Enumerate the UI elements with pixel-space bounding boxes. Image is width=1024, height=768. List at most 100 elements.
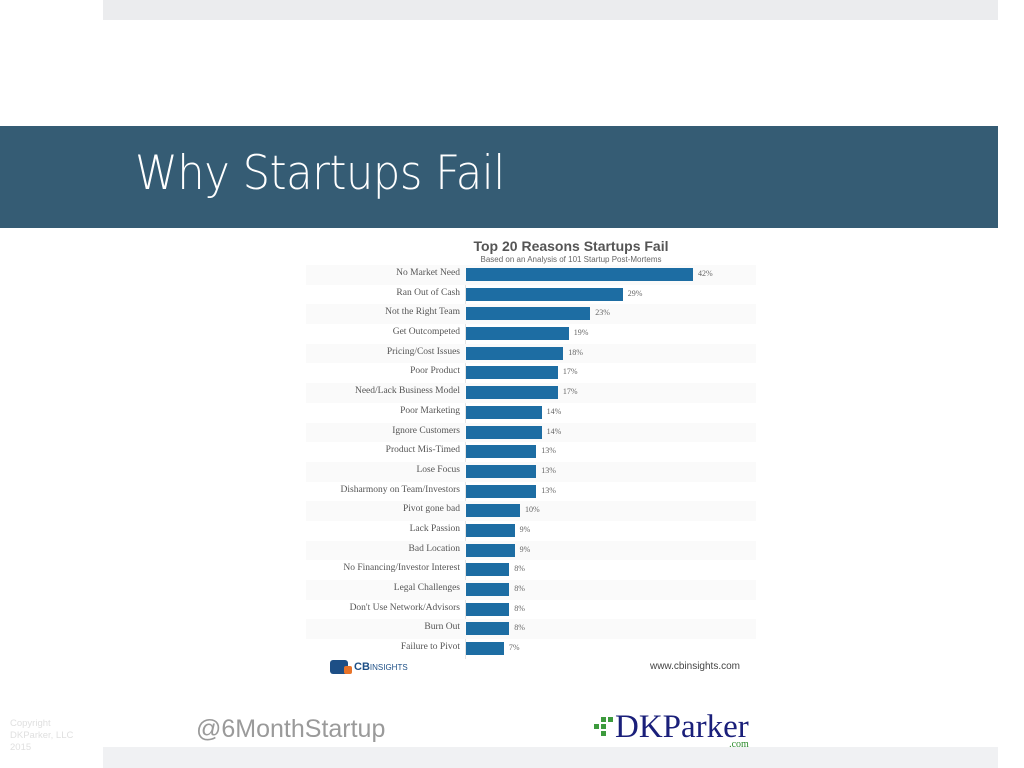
bar (466, 523, 515, 537)
copyright-line: DKParker, LLC (10, 730, 74, 741)
chart-row: Get Outcompeted 19% (306, 324, 756, 344)
chart-subtitle: Based on an Analysis of 101 Startup Post… (480, 255, 662, 264)
bar (466, 445, 537, 459)
bar (466, 366, 558, 380)
bar (466, 307, 591, 321)
bar (466, 327, 569, 341)
bottom-decorative-bar (103, 747, 998, 768)
bar-value: 14% (546, 426, 562, 436)
bar-label: Pivot gone bad (403, 504, 460, 515)
bar-label: Burn Out (424, 622, 460, 633)
bar (466, 425, 542, 439)
chart-row: Lack Passion 9% (306, 521, 756, 541)
cb-insights-logo-text: CBINSIGHTS (354, 661, 408, 673)
bar (466, 563, 510, 577)
bar-label: Legal Challenges (393, 583, 460, 593)
dkparker-dots-icon (594, 717, 613, 736)
bar (466, 602, 510, 616)
bar-label: Ran Out of Cash (396, 287, 460, 298)
bar-label: Disharmony on Team/Investors (340, 484, 460, 495)
chart-row: Burn Out 8% (306, 619, 756, 640)
twitter-handle: @6MonthStartup (196, 715, 386, 743)
bar-label: Not the Right Team (385, 307, 460, 318)
bar-value: 42% (698, 269, 713, 278)
bar-label: Bad Location (408, 543, 460, 554)
bar-value: 18% (568, 347, 583, 357)
dkparker-logo-suffix: .com (729, 739, 749, 750)
chart-row: Product Mis-Timed 13% (306, 442, 756, 462)
chart-row: Need/Lack Business Model 17% (306, 383, 756, 403)
bar-value: 9% (519, 544, 531, 554)
bar-value: 8% (514, 603, 525, 613)
bar (466, 386, 558, 400)
bar-value: 23% (595, 308, 610, 318)
bar-label: Product Mis-Timed (385, 445, 460, 456)
chart-row: Disharmony on Team/Investors 13% (306, 482, 756, 502)
chart-row: Bad Location 9% (306, 540, 756, 561)
bar (466, 622, 510, 636)
bar-label: Poor Product (410, 366, 460, 377)
source-url: www.cbinsights.com (649, 661, 740, 672)
chart-row: Don't Use Network/Advisors 8% (306, 600, 756, 620)
bar-value: 29% (627, 288, 643, 298)
bar-label: Need/Lack Business Model (354, 386, 460, 397)
slide-title: Why Startups Fail (135, 146, 505, 201)
bar-label: Lose Focus (416, 464, 460, 475)
chart-row: Pricing/Cost Issues 18% (306, 343, 756, 364)
bar-label: Pricing/Cost Issues (386, 346, 460, 357)
bar (466, 287, 623, 301)
chart-row: Legal Challenges 8% (306, 580, 756, 600)
bar-value: 9% (519, 524, 531, 534)
bar-value: 17% (562, 367, 578, 377)
bar-label: Get Outcompeted (392, 327, 460, 338)
copyright-notice: Copyright DKParker, LLC 2015 (10, 718, 73, 754)
bar-label: Poor Marketing (400, 405, 460, 416)
bar (466, 405, 542, 419)
bar-value: 10% (525, 505, 540, 515)
chart-row: Ran Out of Cash 29% (306, 285, 756, 305)
bar-chart: Top 20 Reasons Startups Fail Based on an… (306, 234, 756, 684)
top-decorative-bar (103, 0, 998, 20)
bar (466, 583, 510, 596)
chart-row: No Market Need 42% (306, 265, 756, 285)
bar (466, 543, 515, 557)
chart-row: Pivot gone bad 10% (306, 501, 756, 521)
bar-value: 19% (573, 328, 589, 338)
bar (466, 268, 693, 281)
chart-row: Poor Marketing 14% (306, 403, 756, 423)
copyright-line: Copyright (10, 718, 51, 729)
bar-value: 17% (562, 387, 578, 397)
bar-value: 8% (514, 623, 525, 633)
bar (466, 464, 537, 478)
chart-row: Poor Product 17% (306, 363, 756, 383)
bar (466, 346, 564, 360)
cb-insights-logo-icon (330, 660, 352, 674)
bar-value: 7% (508, 643, 520, 653)
dkparker-logo-text: DKParker .com (615, 709, 749, 750)
bar-value: 8% (514, 564, 525, 574)
bar-label: Don't Use Network/Advisors (349, 602, 460, 613)
chart-row: Ignore Customers 14% (306, 422, 756, 443)
chart-row: No Financing/Investor Interest 8% (306, 560, 756, 580)
chart-row: Not the Right Team 23% (306, 304, 756, 325)
bar-value: 13% (541, 465, 556, 475)
chart-row: Lose Focus 13% (306, 461, 756, 482)
copyright-line: 2015 (10, 742, 32, 753)
bar (466, 642, 504, 656)
chart-row: Failure to Pivot 7% (306, 639, 756, 659)
cb-insights-logo: CBINSIGHTS (330, 660, 408, 674)
chart-rows: No Market Need 42% Ran Out of Cash 29% Not t… (306, 265, 756, 659)
dkparker-logo: DKParker .com (594, 709, 749, 750)
bar-label: No Financing/Investor Interest (343, 563, 460, 574)
bar-value: 8% (514, 584, 525, 593)
bar-value: 13% (541, 485, 556, 495)
bar-label: No Market Need (396, 268, 460, 278)
bar-value: 13% (541, 446, 556, 456)
bar-value: 14% (546, 406, 562, 416)
bar-label: Lack Passion (409, 523, 460, 534)
title-band: Why Startups Fail (0, 126, 998, 228)
bar (466, 484, 537, 498)
bar (466, 504, 521, 518)
bar-label: Ignore Customers (392, 425, 460, 436)
bar-label: Failure to Pivot (400, 642, 460, 653)
